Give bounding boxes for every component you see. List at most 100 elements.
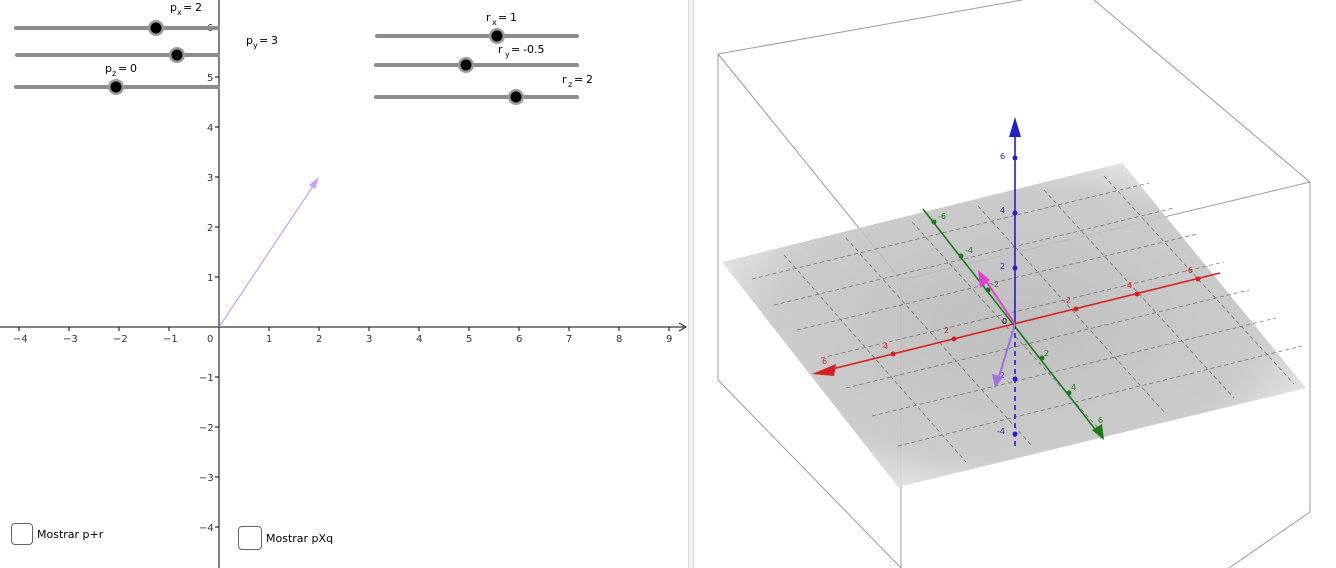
- slider-py-value: 3: [271, 34, 278, 47]
- x-tick-label: 9: [666, 334, 672, 345]
- slider-rx-label-sub: x: [492, 18, 497, 27]
- svg-text:=: =: [118, 62, 127, 75]
- slider-rz-label-name: r: [562, 73, 567, 86]
- x-axis-3d: 6 4 2 -2 -4 -6: [812, 266, 1221, 376]
- y-axis-3d: -6 -4 -2 2 4 6: [922, 208, 1104, 440]
- slider-px-knob[interactable]: [150, 22, 162, 34]
- slider-px-label-name: p: [170, 1, 177, 14]
- x-tick-label: −2: [113, 334, 128, 345]
- slider-px[interactable]: p x = 2: [14, 1, 220, 36]
- slider-pz-label-name: p: [105, 62, 112, 75]
- y-tick-label: 4: [207, 123, 213, 134]
- y3d-tick-label: 4: [1071, 383, 1076, 392]
- x-tick-label: 2: [316, 334, 322, 345]
- x-tick-label: −4: [13, 334, 28, 345]
- z3d-tick-label: 2: [1000, 262, 1005, 271]
- slider-px-value: 2: [195, 1, 202, 14]
- y3d-tick-label: -2: [991, 280, 999, 289]
- checkbox-mostrar-pxq[interactable]: Mostrar pXq: [238, 526, 333, 550]
- z3d-tick-label: 4: [1000, 206, 1005, 215]
- svg-text:=: =: [259, 34, 268, 47]
- svg-text:=: =: [511, 43, 520, 56]
- x-tick-label: 3: [366, 334, 372, 345]
- slider-rz-label-sub: z: [568, 80, 572, 89]
- y3d-tick-label: 2: [1044, 349, 1049, 358]
- slider-rz[interactable]: r z = 2: [374, 73, 593, 105]
- x-tick-label: 4: [416, 334, 422, 345]
- x-tick-label: 7: [566, 334, 572, 345]
- x-tick-label: 0: [207, 334, 213, 345]
- y-tick-label: −2: [199, 423, 214, 434]
- x-axis-arrow-3d: [812, 364, 836, 376]
- z3d-tick-label: -4: [997, 427, 1005, 436]
- slider-ry-label-sub: y: [505, 50, 510, 59]
- slider-rx[interactable]: r x = 1: [375, 11, 579, 44]
- x-axis-ticks: −4 −3 −2 −1 0 1 2 3 4 5 6 7 8 9: [13, 327, 672, 345]
- slider-rx-value: 1: [510, 11, 517, 24]
- y-tick-label: −4: [199, 523, 214, 534]
- graphics-3d-canvas[interactable]: 6 4 2 -2 -4 -6 -6 -4 -2 2 4 6: [694, 0, 1336, 568]
- slider-rz-value: 2: [586, 73, 593, 86]
- slider-rx-label-name: r: [486, 11, 491, 24]
- vector-q-3d[interactable]: [992, 323, 1016, 388]
- z3d-tick-label: 6: [1000, 152, 1005, 161]
- checkbox-mostrar-pxq-label[interactable]: Mostrar pXq: [266, 531, 334, 545]
- slider-py-label-name: p: [246, 34, 253, 47]
- vector-p-3d[interactable]: [978, 270, 1016, 325]
- y3d-tick-label: -4: [965, 246, 973, 255]
- slider-pz[interactable]: p z = 0: [14, 62, 220, 95]
- slider-rz-knob[interactable]: [510, 91, 522, 103]
- z-axis-arrow-3d: [1009, 117, 1021, 137]
- y3d-tick-label: -6: [938, 212, 946, 221]
- graphics-2d-canvas[interactable]: −4 −3 −2 −1 0 1 2 3 4 5 6 7 8 9 6 5 4 3 …: [0, 0, 688, 568]
- svg-text:=: =: [498, 11, 507, 24]
- x-tick-label: 1: [266, 334, 272, 345]
- graphics-view-3d[interactable]: 6 4 2 -2 -4 -6 -6 -4 -2 2 4 6: [694, 0, 1336, 568]
- x-tick-label: 5: [466, 334, 472, 345]
- svg-text:=: =: [574, 73, 583, 86]
- checkbox-mostrar-pr[interactable]: Mostrar p+r: [11, 523, 103, 545]
- x3d-tick-label: -6: [1185, 266, 1193, 275]
- y3d-tick-label: 6: [1098, 416, 1103, 425]
- x-axis-arrow: [678, 322, 688, 332]
- z-axis-3d: 6 4 2 -2 -4 0: [997, 117, 1021, 448]
- y-tick-label: −3: [199, 473, 214, 484]
- y-axis-ticks: 6 5 4 3 2 1 −1 −2 −3 −4: [199, 23, 219, 534]
- x-tick-label: 6: [516, 334, 522, 345]
- y-tick-label: 3: [207, 173, 213, 184]
- vector-p-2d[interactable]: [218, 177, 319, 328]
- slider-ry-knob[interactable]: [460, 59, 472, 71]
- y-tick-label: 1: [207, 273, 213, 284]
- slider-py-knob[interactable]: [171, 49, 183, 61]
- origin-label: 0: [1002, 317, 1007, 326]
- x-tick-label: −3: [63, 334, 78, 345]
- x-tick-label: −1: [163, 334, 178, 345]
- x3d-tick-label: 4: [883, 342, 888, 351]
- slider-rx-knob[interactable]: [491, 30, 503, 42]
- y-axis-arrow-3d: [1092, 424, 1104, 440]
- checkbox-mostrar-pr-label[interactable]: Mostrar p+r: [37, 527, 104, 541]
- slider-pz-knob[interactable]: [110, 81, 122, 93]
- y-tick-label: −1: [199, 373, 214, 384]
- z3d-tick-label: -2: [997, 371, 1005, 380]
- slider-pz-value: 0: [130, 62, 137, 75]
- slider-ry-value: -0.5: [523, 43, 544, 56]
- x3d-tick-label: -4: [1124, 281, 1132, 290]
- slider-ry-label-name: r: [498, 43, 503, 56]
- graphics-view-2d[interactable]: −4 −3 −2 −1 0 1 2 3 4 5 6 7 8 9 6 5 4 3 …: [0, 0, 688, 568]
- y-tick-label: 5: [207, 73, 213, 84]
- x3d-tick-label: 2: [944, 326, 949, 335]
- x3d-tick-label: -2: [1063, 296, 1071, 305]
- slider-py[interactable]: p y = 3: [15, 34, 278, 63]
- x3d-tick-label: 6: [822, 357, 827, 366]
- slider-pz-label-sub: z: [112, 69, 116, 78]
- view-splitter[interactable]: [688, 0, 694, 568]
- svg-text:=: =: [183, 1, 192, 14]
- slider-px-label-sub: x: [177, 8, 182, 17]
- checkbox-mostrar-pr-box[interactable]: [11, 523, 33, 545]
- slider-ry[interactable]: r y = -0.5: [374, 43, 579, 73]
- checkbox-mostrar-pxq-box[interactable]: [238, 526, 262, 550]
- y-tick-label: 2: [207, 223, 213, 234]
- x-tick-label: 8: [616, 334, 622, 345]
- slider-py-label-sub: y: [253, 41, 258, 50]
